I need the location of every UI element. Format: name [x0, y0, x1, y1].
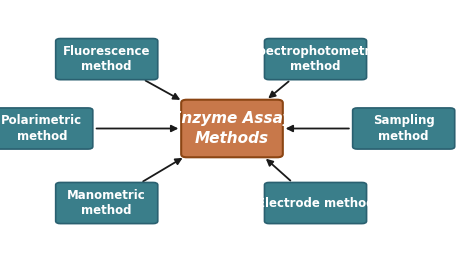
Text: Sampling
method: Sampling method — [372, 114, 434, 143]
Text: Enzyme Assay
Methods: Enzyme Assay Methods — [171, 111, 292, 146]
FancyBboxPatch shape — [352, 108, 454, 149]
FancyBboxPatch shape — [264, 39, 366, 80]
Text: Manometric
method: Manometric method — [67, 189, 146, 217]
FancyBboxPatch shape — [181, 100, 282, 157]
FancyBboxPatch shape — [56, 39, 157, 80]
Text: Fluorescence
method: Fluorescence method — [63, 45, 150, 73]
Text: Spectrophotometric
method: Spectrophotometric method — [249, 45, 381, 73]
Text: Polarimetric
method: Polarimetric method — [1, 114, 82, 143]
FancyBboxPatch shape — [0, 108, 93, 149]
FancyBboxPatch shape — [264, 182, 366, 224]
Text: Electrode method: Electrode method — [256, 197, 374, 209]
FancyBboxPatch shape — [56, 182, 157, 224]
